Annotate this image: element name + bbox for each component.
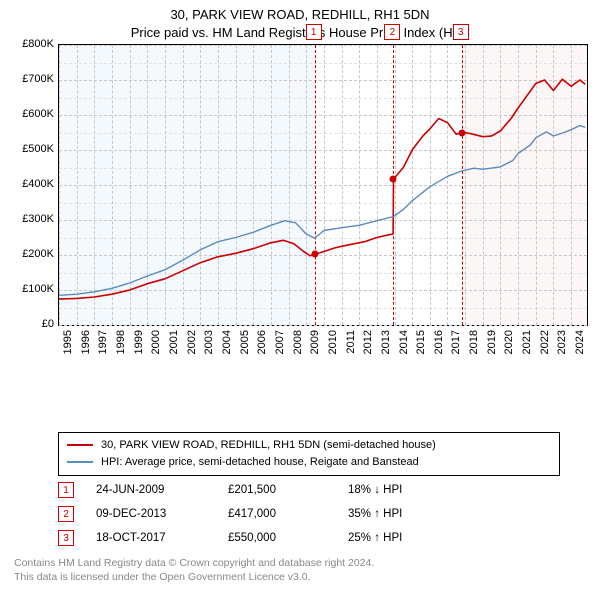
event-badge: 1 — [306, 24, 322, 40]
y-tick-label: £800K — [4, 38, 54, 50]
event-row: 3 18-OCT-2017£550,00025% ↑ HPI — [58, 526, 542, 550]
x-tick-label: 2022 — [539, 330, 551, 370]
title-line2: Price paid vs. HM Land Registry's House … — [0, 24, 600, 42]
y-tick-label: £0 — [4, 318, 54, 330]
event-badge: 2 — [58, 506, 74, 522]
x-tick-label: 2008 — [292, 330, 304, 370]
x-tick-label: 2014 — [398, 330, 410, 370]
x-tick-label: 2002 — [186, 330, 198, 370]
x-tick-label: 2004 — [221, 330, 233, 370]
price-marker — [390, 176, 397, 183]
plot-area — [58, 44, 588, 326]
x-tick-label: 2015 — [415, 330, 427, 370]
x-tick-label: 2013 — [380, 330, 392, 370]
x-tick-label: 2019 — [486, 330, 498, 370]
legend-swatch — [67, 444, 93, 446]
footer-line1: Contains HM Land Registry data © Crown c… — [14, 556, 374, 570]
x-tick-label: 1995 — [62, 330, 74, 370]
legend-label: 30, PARK VIEW ROAD, REDHILL, RH1 5DN (se… — [101, 437, 436, 454]
y-tick-label: £400K — [4, 178, 54, 190]
x-tick-label: 2009 — [309, 330, 321, 370]
y-tick-label: £300K — [4, 213, 54, 225]
footer: Contains HM Land Registry data © Crown c… — [14, 556, 374, 584]
x-tick-label: 2023 — [556, 330, 568, 370]
event-badge: 3 — [453, 24, 469, 40]
event-date: 09-DEC-2013 — [96, 508, 228, 520]
series-svg — [59, 45, 587, 325]
event-date: 24-JUN-2009 — [96, 484, 228, 496]
x-tick-label: 1997 — [97, 330, 109, 370]
event-delta: 25% ↑ HPI — [348, 532, 458, 544]
x-tick-label: 1998 — [115, 330, 127, 370]
x-tick-label: 2020 — [503, 330, 515, 370]
chart: £0£100K£200K£300K£400K£500K£600K£700K£80… — [0, 44, 600, 372]
x-tick-label: 2021 — [521, 330, 533, 370]
x-tick-label: 2010 — [327, 330, 339, 370]
chart-title: 30, PARK VIEW ROAD, REDHILL, RH1 5DN Pri… — [0, 0, 600, 41]
price-marker — [458, 129, 465, 136]
event-date: 18-OCT-2017 — [96, 532, 228, 544]
series-price_paid — [59, 79, 585, 299]
x-tick-label: 2016 — [433, 330, 445, 370]
event-price: £201,500 — [228, 484, 348, 496]
event-price: £550,000 — [228, 532, 348, 544]
series-hpi — [59, 126, 585, 296]
x-tick-label: 2005 — [239, 330, 251, 370]
x-tick-label: 2007 — [274, 330, 286, 370]
legend-item: 30, PARK VIEW ROAD, REDHILL, RH1 5DN (se… — [67, 437, 551, 454]
x-tick-label: 2006 — [256, 330, 268, 370]
y-tick-label: £700K — [4, 73, 54, 85]
event-row: 1 24-JUN-2009£201,50018% ↓ HPI — [58, 478, 542, 502]
event-delta: 35% ↑ HPI — [348, 508, 458, 520]
x-tick-label: 1996 — [80, 330, 92, 370]
x-tick-label: 2012 — [362, 330, 374, 370]
event-delta: 18% ↓ HPI — [348, 484, 458, 496]
x-tick-label: 2000 — [150, 330, 162, 370]
event-badge: 1 — [58, 482, 74, 498]
y-tick-label: £500K — [4, 143, 54, 155]
event-badge: 3 — [58, 530, 74, 546]
legend: 30, PARK VIEW ROAD, REDHILL, RH1 5DN (se… — [58, 432, 560, 476]
legend-swatch — [67, 461, 93, 463]
y-tick-label: £600K — [4, 108, 54, 120]
y-tick-label: £100K — [4, 283, 54, 295]
x-tick-label: 2024 — [574, 330, 586, 370]
x-tick-label: 2018 — [468, 330, 480, 370]
title-line1: 30, PARK VIEW ROAD, REDHILL, RH1 5DN — [0, 6, 600, 24]
grid-h — [59, 325, 587, 326]
event-row: 2 09-DEC-2013£417,00035% ↑ HPI — [58, 502, 542, 526]
x-tick-label: 2001 — [168, 330, 180, 370]
footer-line2: This data is licensed under the Open Gov… — [14, 570, 374, 584]
x-tick-label: 2017 — [450, 330, 462, 370]
x-tick-label: 2011 — [345, 330, 357, 370]
x-tick-label: 2003 — [203, 330, 215, 370]
event-badge: 2 — [384, 24, 400, 40]
events-table: 1 24-JUN-2009£201,50018% ↓ HPI 2 09-DEC-201… — [58, 478, 542, 550]
x-tick-label: 1999 — [133, 330, 145, 370]
legend-label: HPI: Average price, semi-detached house,… — [101, 454, 419, 471]
legend-item: HPI: Average price, semi-detached house,… — [67, 454, 551, 471]
event-price: £417,000 — [228, 508, 348, 520]
y-tick-label: £200K — [4, 248, 54, 260]
price-marker — [311, 251, 318, 258]
